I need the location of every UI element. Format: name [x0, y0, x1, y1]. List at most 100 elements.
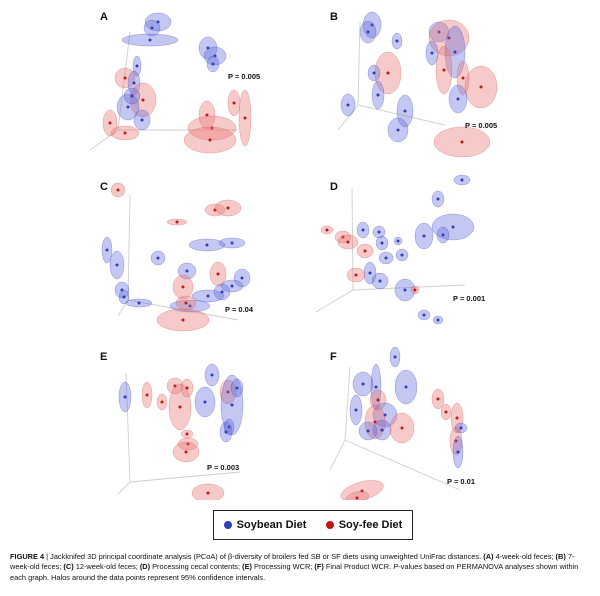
panel-c — [101, 182, 251, 332]
caption-a-label: (A) — [483, 552, 494, 561]
panel-e-pvalue: P = 0.003 — [207, 463, 239, 472]
data-point-soybean — [140, 118, 144, 122]
data-point-soybean — [205, 243, 209, 247]
data-point-soyfee — [400, 426, 404, 430]
data-point-soyfee — [160, 400, 164, 404]
data-point-soybean — [130, 94, 134, 98]
data-point-soyfee — [173, 384, 177, 388]
data-point-soybean — [366, 429, 370, 433]
data-point-soyfee — [116, 188, 120, 192]
data-point-soybean — [224, 430, 228, 434]
data-point-soyfee — [460, 140, 464, 144]
data-point-soybean — [437, 30, 441, 34]
data-point-soybean — [441, 233, 445, 237]
data-point-soybean — [203, 400, 207, 404]
data-point-soyfee — [208, 138, 212, 142]
data-point-soyfee — [454, 439, 458, 443]
data-point-soyfee — [186, 442, 190, 446]
panel-b-pvalue: P = 0.005 — [465, 121, 497, 130]
data-point-soyfee — [185, 432, 189, 436]
caption-c-label: (C) — [63, 562, 74, 572]
data-point-soyfee — [206, 491, 210, 495]
data-point-soybean — [240, 276, 244, 280]
caption-f-label: (F) — [314, 562, 324, 572]
data-point-soybean — [115, 263, 119, 267]
data-point-soybean — [105, 248, 109, 252]
data-point-soyfee — [226, 390, 230, 394]
data-point-soyfee — [436, 397, 440, 401]
legend-item-soyfee: Soy-fee Diet — [325, 519, 403, 531]
data-point-soybean — [460, 178, 464, 182]
data-point-soybean — [380, 241, 384, 245]
figure-caption: FIGURE 4 | Jackknifed 3D principal coord… — [10, 552, 592, 583]
caption-b-label: (B) — [555, 552, 566, 561]
data-point-soybean — [370, 23, 374, 27]
data-point-soyfee — [123, 76, 127, 80]
soyfee-dot-icon — [325, 521, 334, 529]
data-point-soybean — [123, 395, 127, 399]
data-point-soybean — [368, 271, 372, 275]
panel-d-label: D — [330, 181, 338, 193]
data-point-soyfee — [184, 450, 188, 454]
data-point-soyfee — [447, 36, 451, 40]
data-point-soyfee — [243, 116, 247, 120]
data-point-soybean — [396, 128, 400, 132]
data-point-soybean — [346, 103, 350, 107]
caption-e-text: Processing WCR; — [251, 562, 315, 572]
data-point-soybean — [230, 241, 234, 245]
data-point-soybean — [120, 288, 124, 292]
panel-d-axes — [315, 187, 466, 313]
legend-item-soybean: Soybean Diet — [223, 519, 306, 531]
panel-f-label: F — [330, 351, 337, 363]
data-point-soybean — [436, 318, 440, 322]
data-point-soyfee — [185, 386, 189, 390]
panel-b — [337, 11, 498, 158]
data-point-soybean — [396, 239, 400, 243]
data-point-soybean — [395, 39, 399, 43]
data-point-soybean — [137, 301, 141, 305]
data-point-soyfee — [145, 393, 149, 397]
panel-e-label: E — [100, 351, 107, 363]
data-point-soyfee — [232, 101, 236, 105]
legend: Soybean Diet Soy-fee Diet — [213, 510, 413, 540]
data-point-soybean — [156, 20, 160, 24]
data-point-soybean — [148, 38, 152, 42]
panel-b-label: B — [330, 11, 338, 23]
data-point-soybean — [235, 386, 239, 390]
data-point-soyfee — [141, 98, 145, 102]
data-point-soybean — [380, 428, 384, 432]
data-point-soybean — [403, 288, 407, 292]
data-point-soyfee — [325, 228, 329, 232]
data-point-soybean — [400, 253, 404, 257]
caption-text-2: -values based on PERMANOVA analyses show… — [10, 562, 579, 582]
data-point-soybean — [384, 256, 388, 260]
data-point-soybean — [188, 304, 192, 308]
data-point-soybean — [430, 51, 434, 55]
data-point-soybean — [403, 109, 407, 113]
data-point-soybean — [374, 385, 378, 389]
data-point-soyfee — [442, 68, 446, 72]
data-point-soyfee — [479, 85, 483, 89]
data-point-soyfee — [184, 301, 188, 305]
data-point-soybean — [206, 294, 210, 298]
data-point-soyfee — [178, 405, 182, 409]
caption-c-text: 12-week-old feces; — [73, 562, 140, 572]
data-point-soyfee — [360, 489, 364, 493]
data-point-soybean — [361, 228, 365, 232]
caption-f-text: Final Product WCR. — [323, 562, 394, 572]
data-point-soybean — [230, 284, 234, 288]
data-point-soybean — [378, 279, 382, 283]
data-point-soyfee — [181, 318, 185, 322]
data-point-soyfee — [413, 288, 417, 292]
pcoa-figure: A B C D E F P = 0.005 P = 0.005 P = 0.04… — [89, 11, 498, 500]
data-point-soyfee — [108, 121, 112, 125]
panel-c-pvalue: P = 0.04 — [225, 305, 254, 314]
caption-b-text: 7-week-old feces; — [10, 552, 575, 572]
data-point-soyfee — [386, 71, 390, 75]
legend-label-soyfee: Soy-fee Diet — [338, 519, 403, 531]
data-point-soybean — [361, 382, 365, 386]
caption-d-label: (D) — [139, 562, 151, 572]
panel-e-axes — [117, 372, 241, 495]
data-point-soybean — [422, 234, 426, 238]
panel-e — [117, 363, 244, 500]
